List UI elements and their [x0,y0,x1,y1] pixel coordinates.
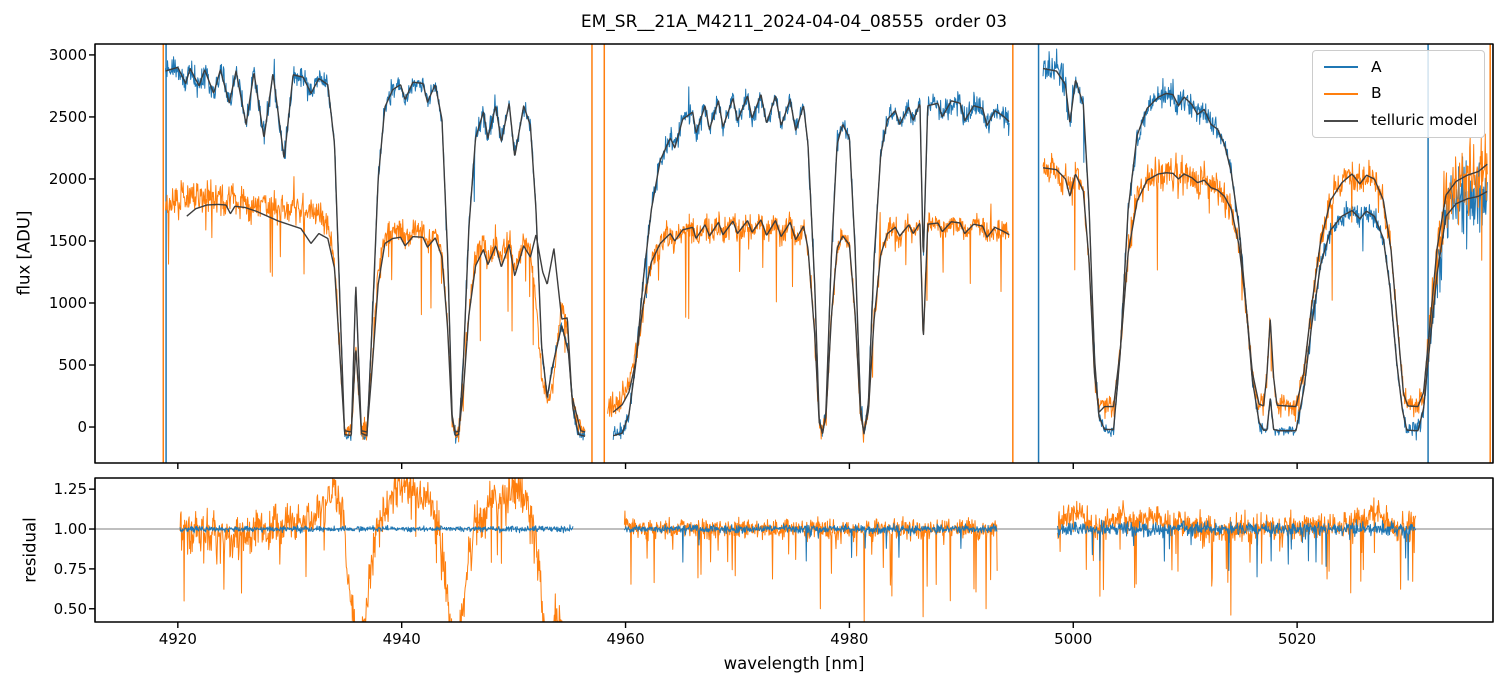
legend-label-b: B [1371,84,1382,103]
legend-label-a: A [1371,57,1382,76]
legend-line-b-icon [1324,92,1358,95]
x-tick-label: 5000 [1054,630,1093,648]
legend-line-telluric-icon [1324,119,1358,122]
legend-line-a-icon [1324,66,1358,69]
flux-y-axis-label: flux [ADU] [14,210,34,296]
x-tick-label: 4960 [606,630,645,648]
flux-y-tick-label: 2500 [48,107,87,126]
x-tick-label: 4980 [830,630,869,648]
legend: A B telluric model [1312,50,1485,138]
residual-y-tick-label: 0.75 [53,559,87,578]
legend-item-b: B [1313,85,1484,102]
x-axis-label: wavelength [nm] [723,654,865,673]
flux-y-tick-label: 3000 [48,45,87,64]
residual-y-tick-label: 1.00 [53,520,87,539]
x-tick-label: 5020 [1278,630,1317,648]
residual-y-tick-label: 0.50 [53,599,87,618]
flux-y-tick-label: 1000 [48,293,87,312]
legend-item-telluric-model: telluric model [1313,112,1484,129]
residual-y-tick-label: 1.25 [53,480,87,499]
flux-y-tick-label: 1500 [48,231,87,250]
x-tick-label: 4920 [158,630,197,648]
legend-label-telluric: telluric model [1371,111,1478,130]
flux-y-tick-label: 500 [58,356,87,374]
x-tick-label: 4940 [382,630,421,648]
plot-title: EM_SR__21A_M4211_2024-04-04_08555 order … [580,12,1008,32]
flux-y-tick-label: 2000 [48,169,87,188]
flux-y-tick-label: 0 [77,418,87,437]
legend-item-a: A [1313,57,1484,76]
